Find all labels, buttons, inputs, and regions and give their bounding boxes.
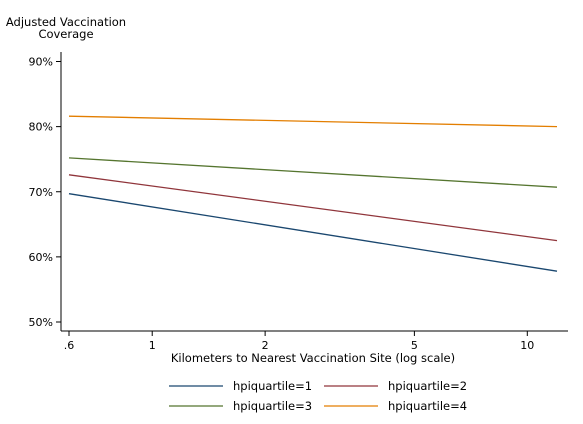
y-axis-title-line-2: Coverage — [38, 27, 93, 41]
y-tick-label: 50% — [29, 316, 53, 329]
x-tick-label: 1 — [149, 339, 156, 352]
y-tick-label: 80% — [29, 121, 53, 134]
series-line-4 — [68, 115, 558, 128]
legend-label-3: hpiquartile=3 — [233, 399, 312, 413]
x-tick-label: 5 — [411, 339, 418, 352]
legend-label-4: hpiquartile=4 — [388, 399, 467, 413]
x-tick-label: 2 — [262, 339, 269, 352]
series-line-2 — [68, 174, 558, 242]
x-axis-ticks: .6 1 2 5 10 — [64, 331, 534, 352]
series-line-3 — [68, 157, 558, 188]
legend-label-1: hpiquartile=1 — [233, 379, 312, 393]
y-axis-ticks: 50% 60% 70% 80% 90% — [29, 56, 61, 329]
y-tick-label: 90% — [29, 56, 53, 69]
series-lines — [68, 115, 558, 272]
legend-label-2: hpiquartile=2 — [388, 379, 467, 393]
y-tick-label: 60% — [29, 251, 53, 264]
x-tick-label: .6 — [64, 339, 75, 352]
y-tick-label: 70% — [29, 186, 53, 199]
x-axis-title: Kilometers to Nearest Vaccination Site (… — [171, 351, 455, 365]
y-axis-title-line-1: Adjusted Vaccination — [6, 15, 126, 29]
series-line-1 — [68, 193, 558, 272]
x-tick-label: 10 — [520, 339, 534, 352]
legend: hpiquartile=1 hpiquartile=2 hpiquartile=3 h… — [169, 379, 467, 413]
